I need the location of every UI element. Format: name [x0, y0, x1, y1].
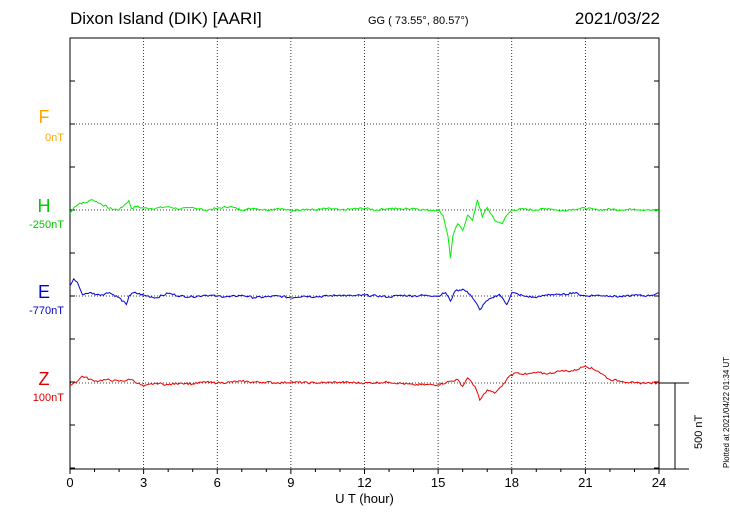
- x-tick-label-6: 6: [214, 475, 221, 490]
- x-tick-label-12: 12: [357, 475, 371, 490]
- offset-E: -770nT: [29, 305, 64, 317]
- plot-date: 2021/03/22: [574, 9, 660, 28]
- label-H: H: [37, 196, 51, 216]
- label-Z: Z: [38, 369, 50, 389]
- coordinates: GG ( 73.55°, 80.57°): [368, 15, 469, 27]
- series-H-line: [69, 199, 660, 259]
- series-Z-line: [69, 365, 660, 402]
- label-E: E: [37, 282, 50, 302]
- station-title: Dixon Island (DIK) [AARI]: [70, 9, 262, 28]
- scale-bar-label: 500 nT: [693, 414, 705, 449]
- x-tick-label-0: 0: [66, 475, 73, 490]
- series-E-line: [69, 277, 660, 311]
- x-tick-label-3: 3: [140, 475, 147, 490]
- x-tick-label-21: 21: [578, 475, 592, 490]
- x-tick-label-15: 15: [431, 475, 445, 490]
- x-tick-label-9: 9: [287, 475, 294, 490]
- x-tick-label-18: 18: [505, 475, 519, 490]
- offset-H: -250nT: [29, 219, 64, 231]
- offset-Z: 100nT: [32, 392, 64, 404]
- label-F: F: [38, 107, 50, 127]
- plot-timestamp: Plotted at 2021/04/22 01:34 UT: [722, 356, 730, 468]
- x-axis-label: U T (hour): [335, 491, 394, 506]
- offset-F: 0nT: [45, 132, 64, 144]
- x-tick-label-24: 24: [652, 475, 666, 490]
